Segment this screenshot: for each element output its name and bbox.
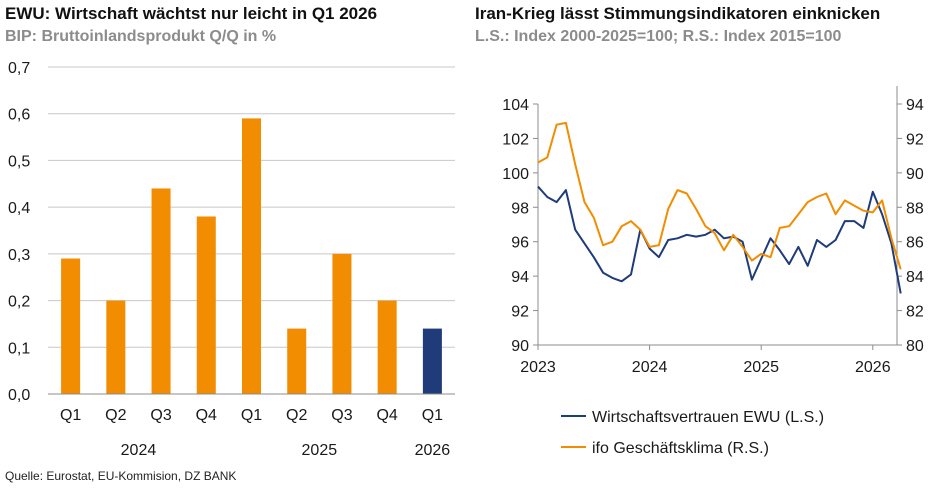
line-left-tick-label: 100 <box>502 166 529 183</box>
bar-x-tick-label: Q4 <box>376 407 397 424</box>
line-right-tick-label: 80 <box>906 338 924 355</box>
bar-y-tick-label: 0,5 <box>8 153 30 170</box>
legend-label: Wirtschaftsvertrauen EWU (L.S.) <box>592 409 824 426</box>
left-chart-title: EWU: Wirtschaft wächtst nur leicht in Q1… <box>5 4 378 23</box>
bar <box>287 328 307 394</box>
right-chart-title: Iran-Krieg lässt Stimmungsindikatoren ei… <box>475 4 881 23</box>
line-right-tick-label: 82 <box>906 304 924 321</box>
bar-y-tick-label: 0,2 <box>8 294 30 311</box>
bar-chart: 0,0 0,1 0,2 0,3 0,4 0,5 0,6 0,7 Q1 Q2 Q3 Q4 Q1 Q2 Q3 Q4… <box>8 60 455 459</box>
line-left-tick-label: 102 <box>502 131 529 148</box>
bar <box>422 328 442 394</box>
line-left-tick-label: 104 <box>502 97 529 114</box>
bar-x-tick-label: Q2 <box>286 407 307 424</box>
line-right-tick-label: 90 <box>906 166 924 183</box>
bar-y-tick-label: 0,3 <box>8 247 30 264</box>
bar-x-tick-label: Q1 <box>60 407 81 424</box>
line-left-tick-label: 98 <box>511 200 529 217</box>
line-chart: 90 92 94 96 98 100 102 104 80 82 84 86 88 90 92 94 2023 2… <box>502 86 924 457</box>
line-right-tick-label: 94 <box>906 97 924 114</box>
line-x-tick-label: 2023 <box>520 359 556 376</box>
line-x-tick-label: 2024 <box>632 359 668 376</box>
line-left-tick-label: 94 <box>511 269 529 286</box>
bar <box>242 118 261 394</box>
bar-x-tick-label: Q3 <box>331 407 352 424</box>
charts-canvas: 0,0 0,1 0,2 0,3 0,4 0,5 0,6 0,7 Q1 Q2 Q3 Q4 Q1 Q2 Q3 Q4… <box>8 60 924 459</box>
bar-x-tick-label: Q1 <box>241 407 262 424</box>
line-right-tick-label: 92 <box>906 131 924 148</box>
bar-x-tick-label: Q4 <box>196 407 217 424</box>
line-right-tick-label: 86 <box>906 235 924 252</box>
bar-y-tick-label: 0,6 <box>8 107 30 124</box>
bar <box>151 188 171 394</box>
right-chart-subtitle: L.S.: Index 2000-2025=100; R.S.: Index 2… <box>475 28 842 45</box>
bar <box>332 253 352 394</box>
line-left-tick-label: 96 <box>511 235 529 252</box>
left-chart-subtitle: BIP: Bruttoinlandsprodukt Q/Q in % <box>5 28 277 45</box>
bar-x-tick-label: Q2 <box>105 407 126 424</box>
bar <box>61 258 81 394</box>
line-right-tick-label: 84 <box>906 269 924 286</box>
source-note: Quelle: Eurostat, EU-Kommision, DZ BANK <box>5 469 237 483</box>
bar-y-tick-label: 0,0 <box>8 387 30 404</box>
bar-y-tick-label: 0,1 <box>8 340 30 357</box>
line-x-tick-label: 2026 <box>855 359 891 376</box>
legend-label: ifo Geschäftsklima (R.S.) <box>592 440 769 457</box>
bar <box>106 300 126 394</box>
line-right-tick-label: 88 <box>906 200 924 217</box>
bar-x-tick-label: Q3 <box>150 407 171 424</box>
bar-y-tick-label: 0,4 <box>8 200 30 217</box>
line-left-tick-label: 90 <box>511 338 529 355</box>
bar-year-label: 2026 <box>415 442 451 459</box>
bar-y-tick-label: 0,7 <box>8 60 30 77</box>
line-left-tick-label: 92 <box>511 304 529 321</box>
series-line <box>537 185 902 294</box>
bar-x-tick-label: Q1 <box>422 407 443 424</box>
series-line <box>537 121 902 270</box>
line-x-tick-label: 2025 <box>743 359 779 376</box>
bar <box>196 216 216 394</box>
bar-year-label: 2024 <box>121 442 157 459</box>
bar-year-label: 2025 <box>302 442 338 459</box>
bar <box>377 300 397 394</box>
